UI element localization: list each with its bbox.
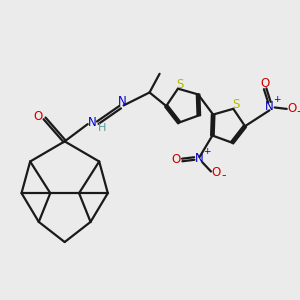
Text: O: O [172, 154, 181, 166]
Text: S: S [232, 98, 239, 111]
Text: H: H [98, 123, 106, 133]
Text: N: N [88, 116, 97, 129]
Text: -: - [221, 169, 226, 182]
Text: N: N [195, 152, 204, 165]
Text: N: N [118, 95, 127, 109]
Text: +: + [203, 147, 210, 156]
Text: O: O [260, 77, 270, 90]
Text: O: O [287, 102, 296, 116]
Text: O: O [211, 167, 220, 179]
Text: O: O [34, 110, 43, 123]
Text: -: - [297, 105, 300, 118]
Text: S: S [177, 78, 184, 91]
Text: +: + [273, 95, 280, 104]
Text: N: N [265, 100, 274, 112]
